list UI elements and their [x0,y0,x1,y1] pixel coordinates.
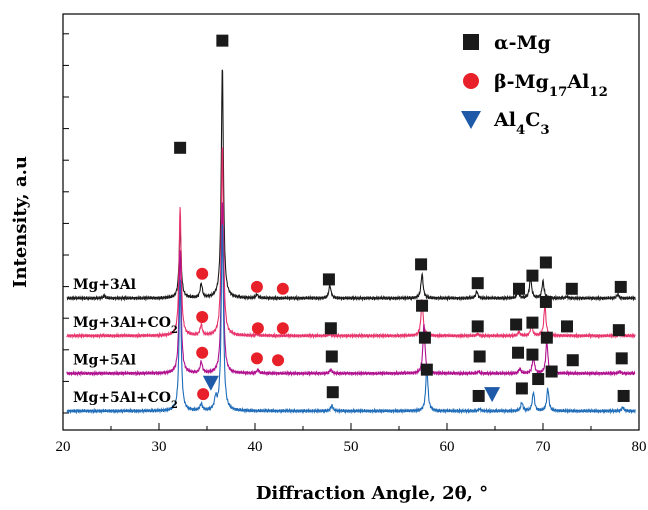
alpha-mg-marker [512,346,525,359]
x-tick-label: 70 [536,439,551,455]
alpha-mg-marker [418,331,431,344]
alpha-mg-marker [513,282,525,295]
trace-label: Mg+3Al [73,277,136,293]
beta-phase-marker [196,267,209,280]
trace-line [66,146,636,340]
alpha-mg-marker [526,348,539,361]
alpha-mg-marker [615,352,628,365]
beta-phase-marker [197,388,210,401]
beta-phase-marker [250,280,263,293]
legend-entry-label: α-Mg [494,32,551,54]
trace-label: Mg+5Al+CO2 [73,390,178,411]
alpha-mg-marker [614,280,627,293]
legend-circle-icon [463,73,479,89]
beta-phase-marker [196,346,209,359]
alpha-mg-marker [532,373,545,386]
alpha-mg-marker [416,299,429,312]
beta-phase-marker [250,352,263,365]
alpha-mg-marker [545,365,558,378]
alpha-mg-marker [515,382,528,395]
alpha-mg-marker [566,354,579,367]
alpha-mg-marker [526,316,539,329]
beta-phase-marker [272,354,285,367]
al4c3-marker [484,387,501,403]
legend-triangle-icon [461,111,481,129]
alpha-mg-marker [473,350,486,363]
x-tick-label: 40 [248,439,263,455]
alpha-mg-marker [174,141,187,154]
alpha-mg-marker [526,269,539,282]
x-tick-label: 50 [344,439,359,455]
x-tick-label: 20 [56,439,71,455]
alpha-mg-marker [322,273,335,286]
alpha-mg-marker [472,389,485,402]
alpha-mg-marker [539,295,552,308]
alpha-mg-marker [471,320,484,333]
beta-phase-marker [276,322,289,335]
alpha-mg-marker [612,324,625,337]
alpha-mg-marker [540,331,553,344]
alpha-mg-marker [216,34,229,47]
trace-label: Mg+3Al+CO2 [73,315,178,336]
alpha-mg-marker [471,277,484,290]
al4c3-marker [202,375,219,391]
alpha-mg-marker [565,282,578,295]
trace-line [66,69,636,302]
legend: α-Mg β-Mg17Al12 Al4C3 [461,32,608,138]
alpha-mg-marker [420,363,433,376]
beta-phase-marker [196,311,209,323]
beta-phase-marker [276,282,289,295]
alpha-mg-marker [617,389,630,402]
trace-line [66,202,636,377]
trace-label: Mg+5Al [73,352,136,368]
y-axis-label: Intensity, a.u [10,156,31,288]
alpha-mg-marker [539,256,552,269]
trace-labels: Mg+3Al Mg+3Al+CO2 Mg+5Al Mg+5Al+CO2 [73,277,178,410]
xrd-traces [66,69,636,415]
x-axis-label: Diffraction Angle, 2θ, ° [256,483,488,504]
alpha-mg-marker [510,318,523,331]
legend-square-icon [463,34,479,50]
x-tick-label: 30 [152,439,167,455]
x-tick-label: 80 [632,439,647,455]
alpha-mg-marker [324,322,337,335]
x-tick-label: 60 [440,439,455,455]
alpha-mg-marker [325,350,338,363]
phase-markers [174,34,630,403]
legend-entry-label: β-Mg17Al12 [494,71,608,100]
alpha-mg-marker [561,320,573,333]
beta-phase-marker [251,322,264,335]
axis-ticks: 20 30 40 50 60 70 80 [56,33,647,455]
alpha-mg-marker [326,386,339,399]
legend-entry-label: Al4C3 [493,109,550,138]
alpha-mg-marker [415,258,428,271]
trace-line [66,224,636,415]
